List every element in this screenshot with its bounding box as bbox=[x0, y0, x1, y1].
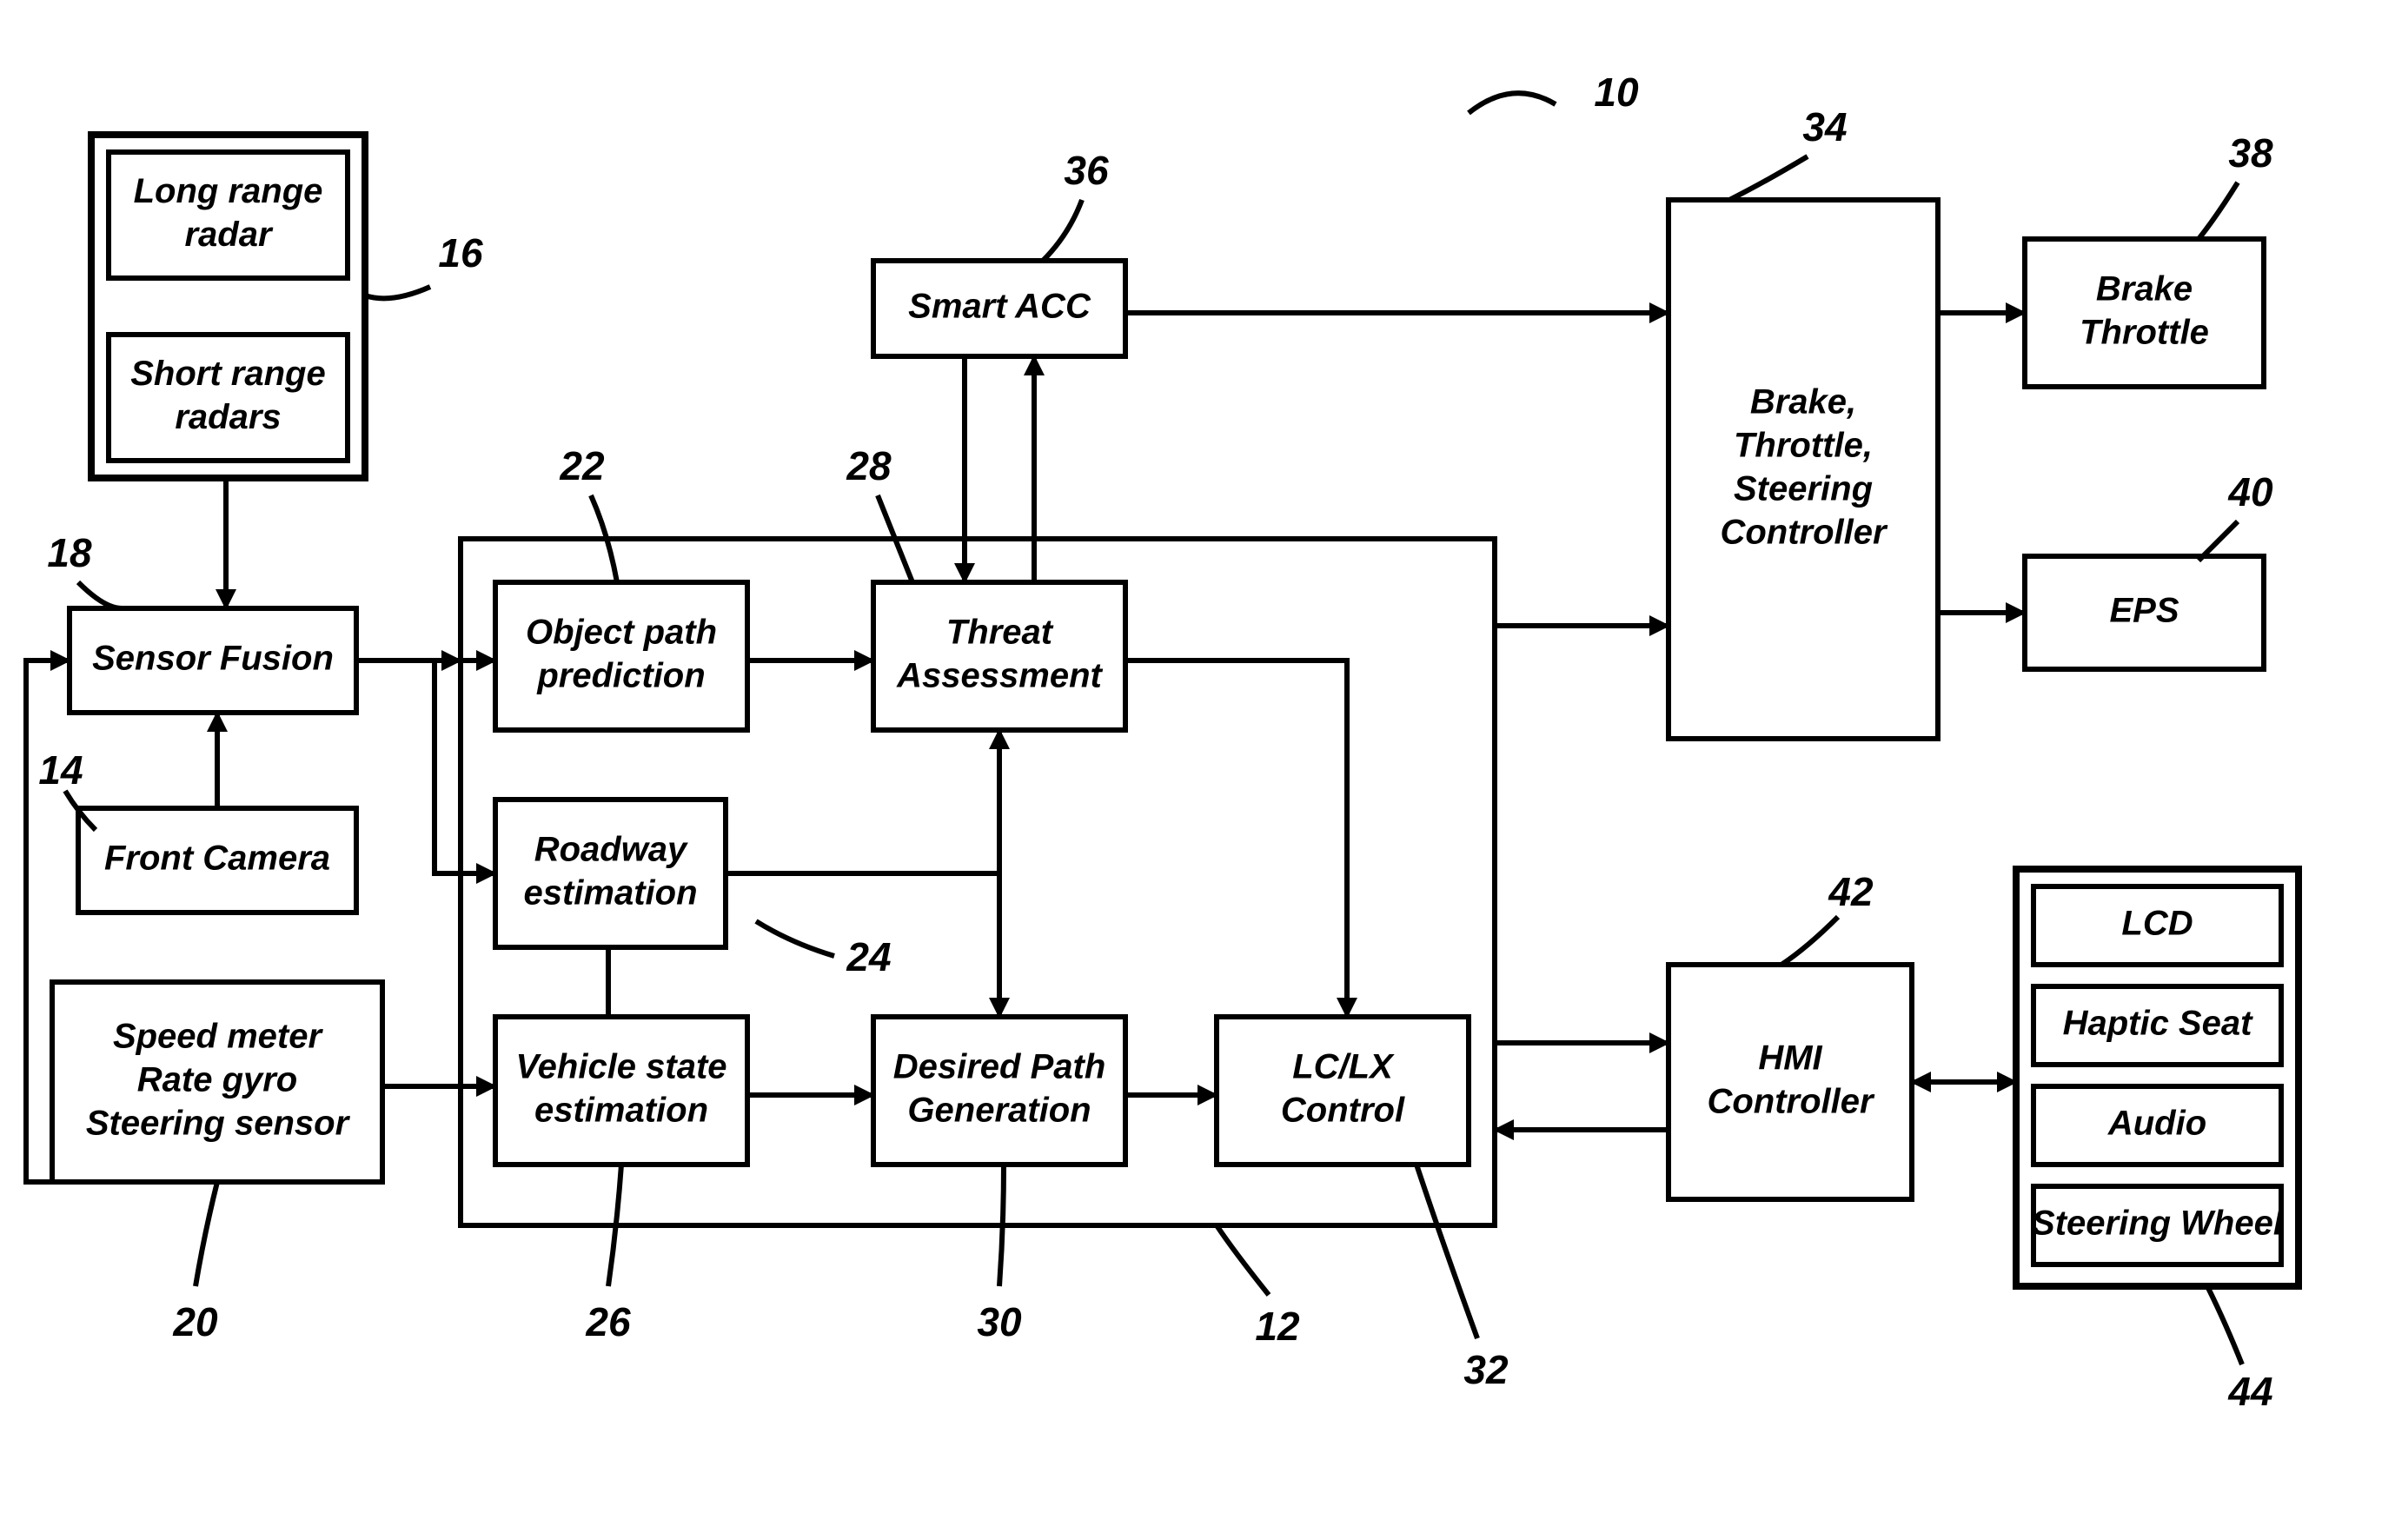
node-label: Vehicle state bbox=[515, 1048, 726, 1086]
ref-label: 36 bbox=[1064, 148, 1109, 193]
node-label: Sensor Fusion bbox=[92, 640, 334, 678]
ref-label: 12 bbox=[1255, 1304, 1300, 1349]
node-label: Desired Path bbox=[893, 1048, 1106, 1086]
node-label: EPS bbox=[2109, 592, 2179, 630]
ref-label: 22 bbox=[559, 443, 605, 488]
ref-10: 10 bbox=[1469, 70, 1639, 115]
node-brake_throttle: Brake Throttle bbox=[2025, 239, 2264, 387]
node-roadway_est: Roadway estimation bbox=[495, 800, 726, 947]
node-threat_assessment: Threat Assessment bbox=[873, 582, 1125, 730]
node-lc_lx_control: LC/LX Control bbox=[1217, 1017, 1469, 1165]
node-label: Controller bbox=[1707, 1083, 1875, 1121]
node-label: Brake bbox=[2096, 270, 2193, 309]
ref-20: 20 bbox=[172, 1182, 218, 1344]
node-label: Threat bbox=[946, 614, 1054, 652]
node-smart_acc: Smart ACC bbox=[873, 261, 1125, 356]
ref-36: 36 bbox=[1043, 148, 1109, 261]
ref-label: 20 bbox=[172, 1299, 218, 1344]
node-label: Brake, bbox=[1750, 383, 1856, 422]
ref-label: 18 bbox=[47, 530, 92, 575]
node-front_camera: Front Camera bbox=[78, 808, 356, 913]
ref-label: 16 bbox=[438, 230, 483, 275]
ref-40: 40 bbox=[2199, 469, 2273, 561]
node-label: Throttle, bbox=[1734, 427, 1873, 465]
ref-44: 44 bbox=[2207, 1286, 2273, 1414]
ref-label: 44 bbox=[2227, 1369, 2272, 1414]
node-long_range_radar: Long range radar bbox=[109, 152, 348, 278]
node-label: Generation bbox=[907, 1092, 1091, 1130]
node-label: Control bbox=[1281, 1092, 1405, 1130]
ref-label: 14 bbox=[38, 747, 83, 793]
node-label: prediction bbox=[536, 657, 705, 695]
node-label: LCD bbox=[2121, 905, 2193, 943]
node-sensor_fusion: Sensor Fusion bbox=[70, 608, 356, 713]
ref-16: 16 bbox=[365, 230, 483, 298]
ref-label: 42 bbox=[1828, 869, 1874, 914]
node-desired_path_gen: Desired Path Generation bbox=[873, 1017, 1125, 1165]
node-label: Object path bbox=[526, 614, 717, 652]
node-label: radars bbox=[175, 398, 281, 436]
node-label: Throttle bbox=[2080, 314, 2209, 352]
node-vehicle_state_est: Vehicle state estimation bbox=[495, 1017, 747, 1165]
node-label: Smart ACC bbox=[908, 288, 1091, 326]
ref-label: 40 bbox=[2227, 469, 2273, 514]
node-label: radar bbox=[184, 216, 273, 254]
ref-label: 24 bbox=[846, 934, 891, 979]
node-label: Rate gyro bbox=[137, 1061, 298, 1099]
node-label: Audio bbox=[2107, 1105, 2206, 1143]
node-vehicle_sensors: Speed meter Rate gyro Steering sensor bbox=[52, 982, 382, 1182]
node-eps: EPS bbox=[2025, 556, 2264, 669]
node-label: Long range bbox=[134, 172, 323, 210]
node-object_path_pred: Object path prediction bbox=[495, 582, 747, 730]
node-label: Front Camera bbox=[104, 840, 330, 878]
block-diagram: Long range radar Short range radars Sensor F… bbox=[0, 0, 2395, 1540]
ref-34: 34 bbox=[1729, 104, 1848, 200]
node-label: HMI bbox=[1758, 1039, 1822, 1078]
node-label: LC/LX bbox=[1292, 1048, 1395, 1086]
ref-label: 34 bbox=[1802, 104, 1847, 149]
ref-label: 38 bbox=[2228, 130, 2273, 176]
node-brake_controller: Brake, Throttle, Steering Controller bbox=[1669, 200, 1938, 739]
node-label: Assessment bbox=[896, 657, 1103, 695]
node-label: Speed meter bbox=[113, 1018, 324, 1056]
ref-14: 14 bbox=[38, 747, 96, 830]
node-label: Steering Wheel bbox=[2032, 1205, 2284, 1243]
node-audio: Audio bbox=[2033, 1086, 2281, 1165]
node-label: Haptic Seat bbox=[2063, 1005, 2254, 1043]
ref-42: 42 bbox=[1781, 869, 1874, 965]
node-lcd: LCD bbox=[2033, 886, 2281, 965]
node-label: Steering bbox=[1734, 470, 1873, 508]
node-label: estimation bbox=[523, 874, 697, 913]
node-short_range_radars: Short range radars bbox=[109, 335, 348, 461]
node-label: Controller bbox=[1720, 514, 1888, 552]
ref-label: 30 bbox=[977, 1299, 1022, 1344]
ref-label: 10 bbox=[1594, 70, 1639, 115]
node-hmi_controller: HMI Controller bbox=[1669, 965, 1912, 1199]
node-haptic_seat: Haptic Seat bbox=[2033, 986, 2281, 1065]
ref-label: 32 bbox=[1463, 1347, 1509, 1392]
node-label: Roadway bbox=[534, 831, 688, 869]
ref-38: 38 bbox=[2199, 130, 2273, 239]
ref-label: 26 bbox=[585, 1299, 631, 1344]
ref-label: 28 bbox=[846, 443, 892, 488]
ref-18: 18 bbox=[47, 530, 122, 608]
ref-12: 12 bbox=[1217, 1225, 1300, 1349]
node-label: Short range bbox=[130, 355, 325, 393]
node-label: estimation bbox=[534, 1092, 708, 1130]
node-steering_wheel: Steering Wheel bbox=[2032, 1186, 2284, 1265]
node-label: Steering sensor bbox=[86, 1105, 351, 1143]
